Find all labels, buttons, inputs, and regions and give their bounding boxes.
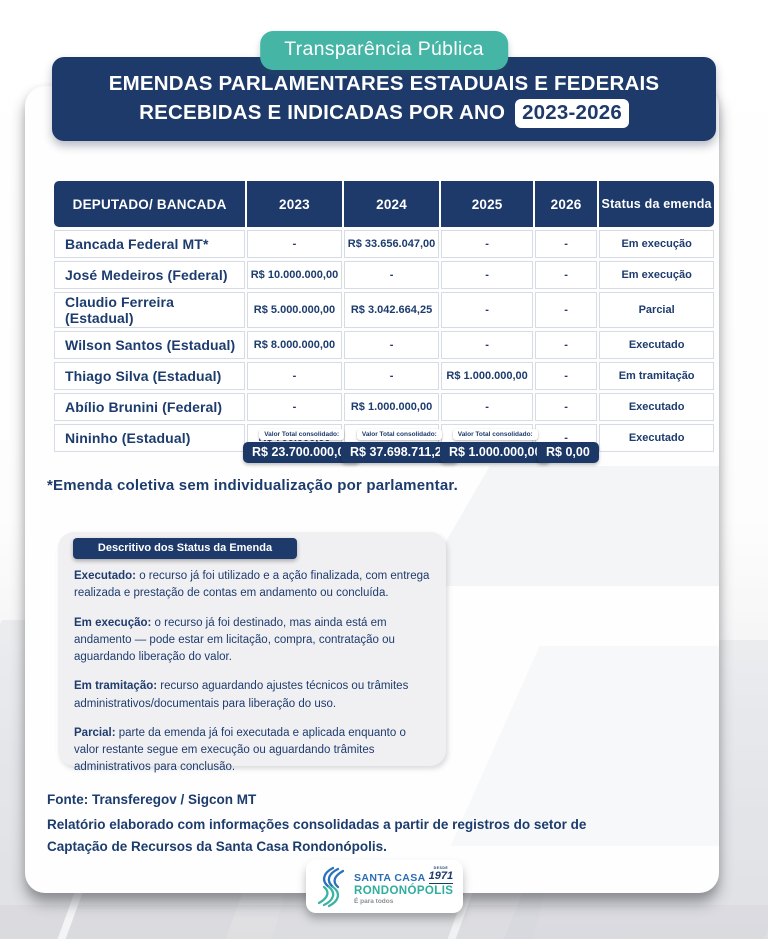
footnote: *Emenda coletiva sem individualização po… <box>47 477 458 494</box>
total-label: Valor Total consolidado: <box>356 429 442 440</box>
value-2026: - <box>534 230 598 258</box>
value-2023: R$ 8.000.000,00 <box>247 331 342 359</box>
deputy-name: Wilson Santos (Estadual) <box>54 331 246 359</box>
title-line1: EMENDAS PARLAMENTARES ESTADUAIS E FEDERA… <box>108 72 660 96</box>
total-2025: Valor Total consolidado: R$ 1.000.000,00 <box>440 429 551 463</box>
table-row: Abílio Brunini (Federal) - R$ 1.000.000,… <box>54 393 714 421</box>
table-header-row: DEPUTADO/ BANCADA 2023 2024 2025 2026 St… <box>54 181 714 227</box>
status-value: Em tramitação <box>599 362 714 390</box>
logo-text: SANTA CASA DESDE 1971 RONDONÓPOLIS É par… <box>354 866 454 905</box>
table-body: Bancada Federal MT* - R$ 33.656.047,00 -… <box>54 230 714 452</box>
col-header-2026: 2026 <box>534 181 598 227</box>
total-value-2026: R$ 0,00 <box>537 442 599 463</box>
table-row: José Medeiros (Federal) R$ 10.000.000,00… <box>54 261 714 289</box>
status-value: Executado <box>599 424 714 452</box>
total-value-2025: R$ 1.000.000,00 <box>440 442 551 463</box>
table-header: DEPUTADO/ BANCADA 2023 2024 2025 2026 St… <box>54 181 714 227</box>
year-range-chip: 2023-2026 <box>515 99 629 128</box>
value-2024: R$ 3.042.664,25 <box>343 292 440 328</box>
total-label: Valor Total consolidado: <box>452 429 538 440</box>
status-item-executado: Executado: o recurso já foi utilizado e … <box>74 570 430 600</box>
status-value: Executado <box>599 393 714 421</box>
value-2023: - <box>247 362 342 390</box>
table-row: Claudio Ferreira (Estadual) R$ 5.000.000… <box>54 292 714 328</box>
status-item-em-tramitacao: Em tramitação: recurso aguardando ajuste… <box>74 680 409 710</box>
col-header-status: Status da emenda <box>599 181 714 227</box>
col-header-deputado: DEPUTADO/ BANCADA <box>54 181 246 227</box>
value-2026: - <box>534 362 598 390</box>
deputy-name: José Medeiros (Federal) <box>54 261 246 289</box>
value-2026: - <box>534 331 598 359</box>
value-2024: R$ 1.000.000,00 <box>343 393 440 421</box>
total-2023: Valor Total consolidado: R$ 23.700.000,0… <box>243 429 361 463</box>
status-description-box: Descritivo dos Status da Emenda Executad… <box>58 532 446 773</box>
status-value: Em execução <box>599 261 714 289</box>
value-2025: - <box>441 292 533 328</box>
col-header-2024: 2024 <box>343 181 440 227</box>
waves-icon <box>317 866 345 907</box>
value-2025: - <box>441 261 533 289</box>
logo-year: 1971 <box>428 870 454 884</box>
value-2025: - <box>441 230 533 258</box>
deputy-name: Claudio Ferreira (Estadual) <box>54 292 246 328</box>
status-value: Em execução <box>599 230 714 258</box>
value-2024: R$ 33.656.047,00 <box>343 230 440 258</box>
value-2023: - <box>247 393 342 421</box>
status-box-title: Descritivo dos Status da Emenda <box>73 538 297 559</box>
value-2025: - <box>441 331 533 359</box>
transparency-badge: Transparência Pública <box>260 31 508 70</box>
col-header-2025: 2025 <box>441 181 533 227</box>
deputy-name: Abílio Brunini (Federal) <box>54 393 246 421</box>
logo-tagline: É para todos <box>354 897 394 905</box>
total-label: Valor Total consolidado: <box>259 429 345 440</box>
title-line2: RECEBIDAS E INDICADAS POR ANO 2023-2026 <box>139 99 629 128</box>
status-item-parcial: Parcial: parte da emenda já foi executad… <box>74 726 406 774</box>
deputy-name: Nininho (Estadual) <box>54 424 246 452</box>
status-item-em-execucao: Em execução: o recurso já foi destinado,… <box>74 616 395 664</box>
logo-santa-casa: SANTA CASA <box>354 871 426 884</box>
value-2026: - <box>534 261 598 289</box>
santa-casa-logo: SANTA CASA DESDE 1971 RONDONÓPOLIS É par… <box>306 860 463 913</box>
table-row: Bancada Federal MT* - R$ 33.656.047,00 -… <box>54 230 714 258</box>
value-2025: R$ 1.000.000,00 <box>441 362 533 390</box>
deputy-name: Thiago Silva (Estadual) <box>54 362 246 390</box>
value-2023: R$ 10.000.000,00 <box>247 261 342 289</box>
logo-desde: DESDE <box>433 866 449 871</box>
status-value: Parcial <box>599 292 714 328</box>
report-note: Relatório elaborado com informações cons… <box>47 817 587 854</box>
value-2024: - <box>343 362 440 390</box>
card-watermark <box>420 466 719 586</box>
status-box-body: Executado: o recurso já foi utilizado e … <box>74 568 432 789</box>
total-value-2024: R$ 37.698.711,25 <box>341 442 458 463</box>
value-2024: - <box>343 261 440 289</box>
logo-rondonopolis: RONDONÓPOLIS <box>354 884 454 897</box>
value-2026: - <box>534 292 598 328</box>
title-banner: EMENDAS PARLAMENTARES ESTADUAIS E FEDERA… <box>52 57 716 141</box>
value-2023: R$ 5.000.000,00 <box>247 292 342 328</box>
status-value: Executado <box>599 331 714 359</box>
total-2024: Valor Total consolidado: R$ 37.698.711,2… <box>341 429 458 463</box>
col-header-2023: 2023 <box>247 181 342 227</box>
table-row: Wilson Santos (Estadual) R$ 8.000.000,00… <box>54 331 714 359</box>
value-2023: - <box>247 230 342 258</box>
total-2026: R$ 0,00 <box>537 442 599 463</box>
deputy-name: Bancada Federal MT* <box>54 230 246 258</box>
source-line: Fonte: Transferegov / Sigcon MT <box>47 792 257 807</box>
value-2024: - <box>343 331 440 359</box>
table-row: Thiago Silva (Estadual) - - R$ 1.000.000… <box>54 362 714 390</box>
value-2025: - <box>441 393 533 421</box>
amendments-table: DEPUTADO/ BANCADA 2023 2024 2025 2026 St… <box>52 178 716 455</box>
value-2026: - <box>534 393 598 421</box>
total-value-2023: R$ 23.700.000,00 <box>243 442 361 463</box>
